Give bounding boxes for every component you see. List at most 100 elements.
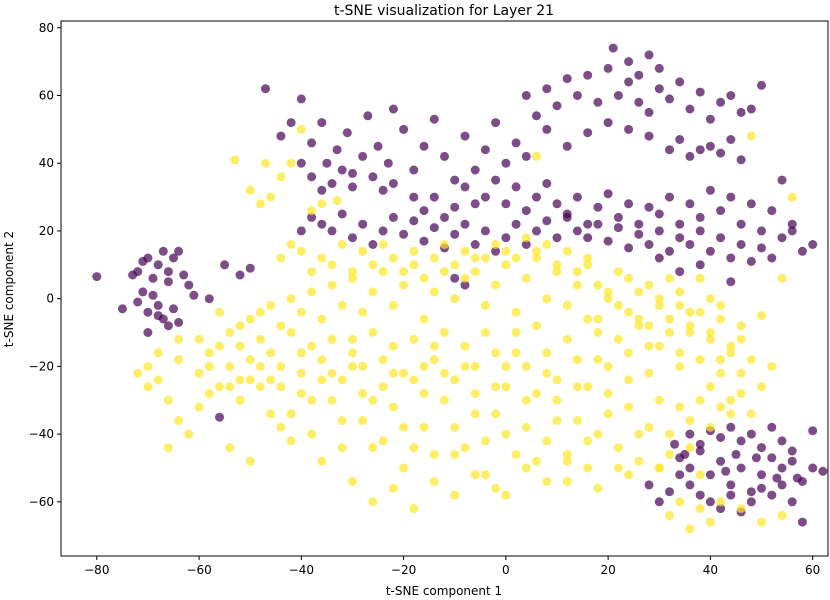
x-tick-label: −60 xyxy=(186,563,211,577)
scatter-point xyxy=(286,436,296,446)
scatter-point xyxy=(296,307,306,317)
scatter-point xyxy=(368,328,378,337)
scatter-point xyxy=(654,209,664,219)
scatter-point xyxy=(409,375,419,385)
scatter-point xyxy=(726,422,736,432)
scatter-point xyxy=(777,436,787,446)
scatter-point xyxy=(450,490,460,500)
scatter-point xyxy=(644,368,654,378)
scatter-point xyxy=(276,131,286,141)
scatter-point xyxy=(491,409,501,419)
scatter-point xyxy=(163,321,173,331)
scatter-point xyxy=(654,63,664,73)
scatter-point xyxy=(480,436,490,446)
scatter-point xyxy=(644,240,654,249)
scatter-point xyxy=(276,172,286,182)
scatter-point xyxy=(255,361,265,371)
scatter-point xyxy=(736,107,746,117)
plot-frame xyxy=(60,20,829,557)
scatter-point xyxy=(460,219,470,229)
scatter-point xyxy=(757,483,766,493)
scatter-point xyxy=(603,361,613,371)
scatter-point xyxy=(777,510,787,520)
scatter-point xyxy=(572,382,582,392)
scatter-point xyxy=(521,91,531,100)
scatter-point xyxy=(143,382,153,392)
scatter-point xyxy=(470,389,480,398)
scatter-point xyxy=(480,192,490,202)
scatter-point xyxy=(675,348,685,358)
scatter-point xyxy=(327,260,337,270)
scatter-point xyxy=(757,382,766,392)
scatter-point xyxy=(296,368,306,378)
scatter-point xyxy=(163,443,173,453)
scatter-point xyxy=(399,229,409,239)
scatter-point xyxy=(378,267,388,277)
scatter-point xyxy=(634,287,644,297)
scatter-point xyxy=(624,124,634,134)
scatter-point xyxy=(726,348,736,358)
scatter-point xyxy=(777,480,787,490)
scatter-point xyxy=(654,497,664,507)
scatter-point xyxy=(501,382,511,392)
scatter-point xyxy=(348,477,357,486)
scatter-point xyxy=(429,253,439,263)
scatter-point xyxy=(572,267,582,277)
scatter-point xyxy=(695,470,705,480)
scatter-point xyxy=(562,212,572,222)
scatter-point xyxy=(348,348,357,358)
scatter-point xyxy=(143,307,153,317)
scatter-point xyxy=(746,199,756,209)
scatter-point xyxy=(419,361,429,371)
scatter-point xyxy=(685,307,695,317)
scatter-point xyxy=(189,290,199,300)
scatter-point xyxy=(138,287,148,297)
scatter-point xyxy=(307,206,317,216)
scatter-point xyxy=(348,267,357,277)
scatter-point xyxy=(491,240,501,249)
scatter-point xyxy=(133,368,143,378)
scatter-point xyxy=(511,219,521,229)
scatter-point xyxy=(624,273,634,283)
scatter-point xyxy=(746,487,756,497)
scatter-point xyxy=(296,226,306,236)
scatter-point xyxy=(348,168,357,178)
x-tick-label: 20 xyxy=(600,563,615,577)
scatter-point xyxy=(460,131,470,141)
scatter-point xyxy=(174,355,184,365)
x-tick-label: −80 xyxy=(84,563,109,577)
scatter-point xyxy=(726,490,736,500)
scatter-point xyxy=(695,504,705,514)
scatter-point xyxy=(705,328,715,337)
scatter-point xyxy=(542,124,552,134)
scatter-point xyxy=(634,321,644,331)
scatter-point xyxy=(572,192,582,202)
scatter-point xyxy=(276,253,286,263)
scatter-point xyxy=(358,361,368,371)
scatter-point xyxy=(644,422,654,432)
scatter-point xyxy=(296,124,306,134)
scatter-point xyxy=(705,382,715,392)
scatter-point xyxy=(521,151,531,161)
y-tick-label: −60 xyxy=(29,495,54,509)
scatter-point xyxy=(624,307,634,317)
scatter-point xyxy=(184,429,194,439)
scatter-point xyxy=(654,300,664,310)
scatter-point xyxy=(634,429,644,439)
scatter-point xyxy=(409,334,419,344)
scatter-point xyxy=(388,341,398,351)
scatter-point xyxy=(583,128,593,138)
scatter-point xyxy=(736,463,746,473)
scatter-point xyxy=(552,260,562,270)
scatter-point xyxy=(419,273,429,283)
scatter-point xyxy=(276,321,286,331)
scatter-point xyxy=(583,260,593,270)
scatter-point xyxy=(409,443,419,453)
scatter-point xyxy=(562,74,572,84)
scatter-point xyxy=(368,240,378,249)
scatter-point xyxy=(542,348,552,358)
scatter-point xyxy=(654,84,664,94)
scatter-point xyxy=(746,429,756,439)
scatter-point xyxy=(358,246,368,256)
scatter-point xyxy=(757,443,766,453)
